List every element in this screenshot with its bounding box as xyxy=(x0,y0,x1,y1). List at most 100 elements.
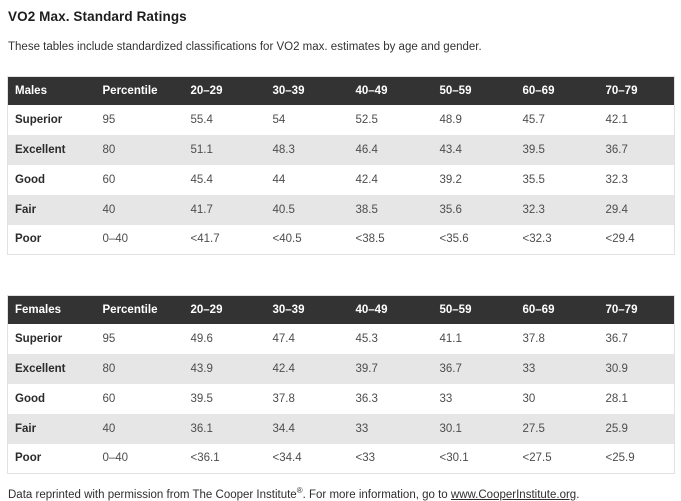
table-row: Superior 95 55.4 54 52.5 48.9 45.7 42.1 xyxy=(8,105,675,135)
table-cell: 36.7 xyxy=(439,362,462,375)
column-header: 20–29 xyxy=(190,84,223,97)
table-cell: <29.4 xyxy=(605,233,635,246)
table-cell: 36.7 xyxy=(605,332,628,345)
row-label: Superior xyxy=(15,332,63,345)
row-label: Fair xyxy=(15,203,37,216)
table-cell: 40 xyxy=(102,203,116,216)
table-row: Fair 40 41.7 40.5 38.5 35.6 32.3 29.4 xyxy=(7,194,675,225)
table-row: Fair 40 36.1 34.4 33 30.1 27.5 25.9 xyxy=(7,413,675,444)
table-cell: <32.3 xyxy=(522,233,552,246)
table-cell: <35.6 xyxy=(439,233,469,246)
table-cell: 95 xyxy=(102,113,116,126)
table-cell: 38.5 xyxy=(355,203,378,216)
cooper-institute-link[interactable]: www.CooperInstitute.org xyxy=(450,488,577,501)
table-cell: 33 xyxy=(522,362,536,375)
table-cell: <25.9 xyxy=(605,452,635,465)
table-cell: 95 xyxy=(102,332,116,345)
column-header: Percentile xyxy=(102,84,158,97)
table-cell: 80 xyxy=(102,143,116,156)
table-cell: <36.1 xyxy=(190,452,220,465)
males-ratings-table: Males Percentile 20–29 30–39 40–49 50–59 60–69… xyxy=(7,76,675,255)
table-cell: 43.9 xyxy=(190,362,213,375)
table-row: Good 60 39.5 37.8 36.3 33 30 28.1 xyxy=(8,384,675,414)
table-cell: <40.5 xyxy=(272,233,302,246)
table-cell: 28.1 xyxy=(605,392,628,405)
table-cell: 41.1 xyxy=(439,332,462,345)
row-label: Poor xyxy=(15,452,42,465)
row-label: Superior xyxy=(15,113,63,126)
table-cell: 36.7 xyxy=(605,143,628,156)
table-cell: 60 xyxy=(102,392,116,405)
page-title: VO2 Max. Standard Ratings xyxy=(8,9,187,24)
table-cell: 39.5 xyxy=(522,143,545,156)
row-label: Fair xyxy=(15,422,37,435)
table-cell: 60 xyxy=(102,173,116,186)
table-header-row: Males Percentile 20–29 30–39 40–49 50–59 60–69… xyxy=(7,76,675,105)
table-cell: 45.7 xyxy=(522,113,545,126)
table-cell: 49.6 xyxy=(190,332,213,345)
row-label: Good xyxy=(15,173,46,186)
row-label: Excellent xyxy=(15,143,66,156)
table-cell: <41.7 xyxy=(190,233,220,246)
table-cell: 43.4 xyxy=(439,143,462,156)
table-cell: 55.4 xyxy=(190,113,213,126)
table-cell: 40.5 xyxy=(272,203,295,216)
table-row: Good 60 45.4 44 42.4 39.2 35.5 32.3 xyxy=(8,165,675,195)
column-header: 60–69 xyxy=(522,84,555,97)
table-cell: 35.6 xyxy=(439,203,462,216)
row-label: Excellent xyxy=(15,362,66,375)
column-header: Percentile xyxy=(102,303,158,316)
table-cell: <33 xyxy=(355,452,376,465)
page-subtitle: These tables include standardized classi… xyxy=(8,41,482,53)
table-cell: 33 xyxy=(439,392,453,405)
table-cell: <27.5 xyxy=(522,452,552,465)
table-cell: 45.4 xyxy=(190,173,213,186)
table-cell: 39.7 xyxy=(355,362,378,375)
table-cell: 39.5 xyxy=(190,392,213,405)
table-cell: 40 xyxy=(102,422,116,435)
table-cell: 54 xyxy=(272,113,286,126)
footer-text-before: Data reprinted with permission from The … xyxy=(8,488,297,501)
footer-text-middle: . For more information, go to xyxy=(302,488,451,501)
row-label: Poor xyxy=(15,233,42,246)
table-cell: 30.1 xyxy=(439,422,462,435)
column-header: 50–59 xyxy=(439,84,472,97)
table-cell: 52.5 xyxy=(355,113,378,126)
table-cell: 33 xyxy=(355,422,369,435)
table-cell: 25.9 xyxy=(605,422,628,435)
table-cell: 37.8 xyxy=(522,332,545,345)
table-cell: 35.5 xyxy=(522,173,545,186)
row-label: Good xyxy=(15,392,46,405)
column-header: 60–69 xyxy=(522,303,555,316)
table-cell: 42.1 xyxy=(605,113,628,126)
table-cell: 0–40 xyxy=(102,233,129,246)
table-cell: 36.1 xyxy=(190,422,213,435)
table-cell: 32.3 xyxy=(605,173,628,186)
table-row: Excellent 80 43.9 42.4 39.7 36.7 33 30.9 xyxy=(7,353,675,384)
table-cell: 30.9 xyxy=(605,362,628,375)
table-cell: 29.4 xyxy=(605,203,628,216)
table-cell: <38.5 xyxy=(355,233,385,246)
table-cell: 48.3 xyxy=(272,143,295,156)
table-cell: 47.4 xyxy=(272,332,295,345)
table-cell: 44 xyxy=(272,173,286,186)
footer-note: Data reprinted with permission from The … xyxy=(8,486,674,501)
footer-text-after: . xyxy=(576,488,580,501)
table-cell: 42.4 xyxy=(355,173,378,186)
table-cell: <30.1 xyxy=(439,452,469,465)
column-header: 70–79 xyxy=(605,303,638,316)
table-cell: 39.2 xyxy=(439,173,462,186)
table-cell: 51.1 xyxy=(190,143,213,156)
table-row: Superior 95 49.6 47.4 45.3 41.1 37.8 36.7 xyxy=(8,324,675,354)
table-cell: 27.5 xyxy=(522,422,545,435)
column-header: 30–39 xyxy=(272,303,305,316)
table-cell: 34.4 xyxy=(272,422,295,435)
table-cell: 46.4 xyxy=(355,143,378,156)
table-cell: 80 xyxy=(102,362,116,375)
registered-trademark-symbol: ® xyxy=(296,486,303,495)
table-cell: 48.9 xyxy=(439,113,462,126)
table-cell: 37.8 xyxy=(272,392,295,405)
table-cell: 42.4 xyxy=(272,362,295,375)
column-header: 70–79 xyxy=(605,84,638,97)
